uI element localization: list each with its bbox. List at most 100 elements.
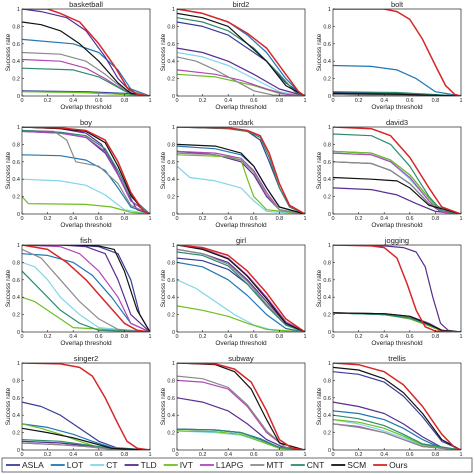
- panel-title: bird2: [233, 0, 250, 9]
- y-tick-label: 0.6: [323, 396, 331, 402]
- axes-box: [21, 362, 151, 451]
- legend-label: TLD: [141, 460, 157, 470]
- curve-cnt: [22, 129, 150, 214]
- y-tick-label: 0.4: [323, 59, 331, 65]
- curve-scm: [333, 176, 461, 214]
- curve-lot: [333, 64, 461, 96]
- curve-ours: [333, 363, 461, 450]
- y-tick-label: 0.8: [12, 378, 20, 384]
- panel-boy: boy 00 0.2 0.2 0.4 0.4 0.6 0.6 0.8 0.8 1 1 Overlap t…: [5, 118, 152, 229]
- x-tick-label: 0.8: [121, 334, 129, 340]
- curve-ours: [177, 363, 305, 450]
- x-tick-label: 0: [331, 216, 334, 222]
- x-tick-label: 0.2: [44, 452, 52, 458]
- curve-mtt: [177, 152, 305, 214]
- y-axis-label: Success rate: [316, 33, 323, 71]
- y-tick-label: 0.6: [12, 160, 20, 166]
- y-tick-label: 0.8: [323, 24, 331, 30]
- curve-ivt: [22, 296, 150, 332]
- x-tick-label: 0.4: [380, 216, 388, 222]
- curve-cnt: [177, 251, 305, 332]
- y-tick-label: 0: [17, 448, 20, 454]
- curve-asla: [333, 371, 461, 450]
- panel-title: jogging: [384, 236, 409, 245]
- y-tick-label: 1: [328, 243, 331, 249]
- y-tick-label: 0: [17, 212, 20, 218]
- curve-ct: [177, 51, 305, 96]
- curve-lot: [333, 410, 461, 450]
- y-tick-label: 0.4: [12, 295, 20, 301]
- y-tick-label: 0.8: [167, 378, 175, 384]
- y-tick-label: 0.8: [12, 260, 20, 266]
- axes-box: [21, 244, 151, 333]
- y-axis-label: Success rate: [160, 387, 167, 425]
- x-tick-label: 0.4: [69, 216, 77, 222]
- y-axis-label: Success rate: [5, 387, 12, 425]
- curve-scm: [333, 312, 461, 332]
- panel-title: boy: [80, 118, 92, 127]
- curve-scm: [177, 12, 305, 96]
- y-tick-label: 0.6: [12, 396, 20, 402]
- x-tick-label: 1: [148, 216, 151, 222]
- y-tick-label: 0.2: [167, 77, 175, 83]
- y-tick-label: 0.8: [167, 142, 175, 148]
- x-tick-label: 0.2: [355, 334, 363, 340]
- x-tick-label: 0.4: [224, 216, 232, 222]
- panel-title: trellis: [388, 354, 406, 363]
- y-axis-label: Success rate: [316, 151, 323, 189]
- panel-david3: david3 00 0.2 0.2 0.4 0.4 0.6 0.6 0.8 0.8 1 1 Overla…: [316, 118, 463, 229]
- curve-scm: [177, 245, 305, 332]
- curve-l1apg: [177, 245, 305, 332]
- curve-ivt: [177, 154, 305, 214]
- curve-ivt: [333, 150, 461, 214]
- curve-scm: [22, 21, 150, 96]
- x-tick-label: 1: [303, 452, 306, 458]
- curve-tld: [333, 187, 461, 214]
- legend-item-mtt: MTT: [250, 460, 284, 470]
- y-tick-label: 0.2: [12, 195, 20, 201]
- x-tick-label: 0.2: [44, 334, 52, 340]
- y-axis-label: Success rate: [5, 151, 12, 189]
- panel-title: cardark: [228, 118, 253, 127]
- curve-ours: [333, 9, 461, 96]
- x-tick-label: 0.4: [380, 452, 388, 458]
- x-tick-label: 0.6: [250, 452, 258, 458]
- y-tick-label: 0.2: [167, 431, 175, 437]
- curve-ours: [333, 127, 461, 214]
- y-tick-label: 0.8: [12, 142, 20, 148]
- curve-lot: [22, 154, 150, 214]
- axes-box: [176, 126, 306, 215]
- x-tick-label: 0.2: [199, 98, 207, 104]
- curve-ct: [333, 419, 461, 450]
- y-tick-label: 0.2: [323, 313, 331, 319]
- panel-subway: subway000.20.20.40.40.60.60.80.811Overla…: [160, 354, 307, 465]
- curve-lot: [22, 253, 150, 332]
- legend-item-lot: LOT: [50, 460, 83, 470]
- y-tick-label: 0.6: [167, 42, 175, 48]
- x-tick-label: 0: [20, 334, 23, 340]
- x-tick-label: 0.2: [199, 216, 207, 222]
- x-tick-label: 1: [303, 216, 306, 222]
- legend-item-l1apg: L1APG: [199, 460, 243, 470]
- curve-mtt: [333, 423, 461, 450]
- axes-box: [332, 126, 462, 215]
- y-tick-label: 0.2: [323, 77, 331, 83]
- x-tick-label: 0.2: [355, 216, 363, 222]
- curve-ivt: [177, 305, 305, 332]
- x-tick-label: 0.8: [276, 216, 284, 222]
- y-tick-label: 0: [172, 330, 175, 336]
- x-tick-label: 0.6: [406, 452, 414, 458]
- y-tick-label: 1: [172, 361, 175, 367]
- x-tick-label: 0: [331, 98, 334, 104]
- x-tick-label: 0: [175, 216, 178, 222]
- y-tick-label: 0.2: [323, 431, 331, 437]
- panel-title: singer2: [74, 354, 99, 363]
- curve-cnt: [177, 428, 305, 450]
- curve-scm: [333, 366, 461, 450]
- y-tick-label: 0.4: [167, 177, 175, 183]
- legend-item-ours: Ours: [373, 460, 408, 470]
- curve-cnt: [177, 17, 305, 96]
- curve-ours: [22, 127, 150, 214]
- x-tick-label: 1: [303, 334, 306, 340]
- curve-ct: [177, 165, 305, 214]
